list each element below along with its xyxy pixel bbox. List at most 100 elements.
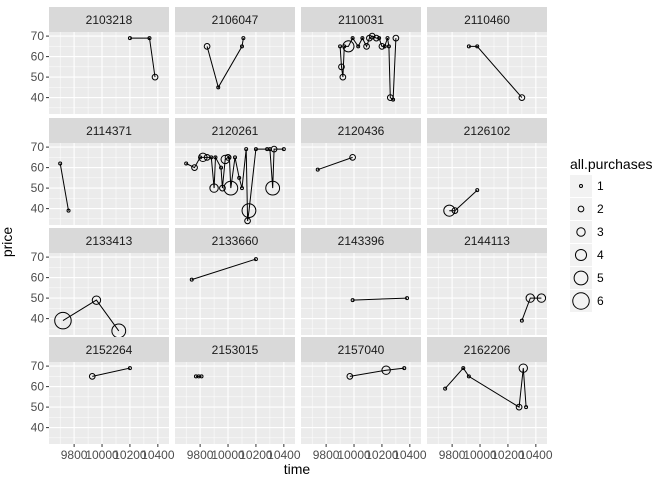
data-point: [350, 298, 355, 303]
facet-strip: [301, 337, 421, 362]
facet-strip: [427, 228, 547, 253]
legend-key-circle: [576, 227, 586, 237]
data-point: [227, 155, 232, 160]
data-point: [147, 36, 152, 41]
facet-strip: [175, 7, 295, 32]
facet-strip-label: 2144113: [464, 234, 510, 248]
legend-title: all.purchases: [570, 156, 653, 172]
legend-key-background: [570, 244, 592, 266]
data-point: [91, 295, 102, 305]
facet-panel: 2110460: [427, 7, 547, 114]
legend-key-background: [570, 175, 592, 197]
y-tick-label: 70: [31, 29, 45, 43]
x-tick-label: 10200: [491, 448, 525, 462]
x-tick-label: 10200: [113, 448, 147, 462]
panel-background: [427, 253, 547, 335]
facet-panel: 2143396: [301, 228, 421, 335]
facet-strip: [49, 228, 169, 253]
facet-strip-label: 2110460: [464, 13, 510, 27]
facet-strip-label: 2126102: [464, 124, 511, 138]
legend-label: 5: [597, 271, 604, 285]
facet-strip-label: 2152264: [86, 343, 133, 357]
data-point: [360, 36, 365, 41]
facet-strip: [175, 118, 295, 143]
data-point: [244, 217, 251, 225]
facet-strip-label: 2153015: [212, 343, 259, 357]
facet-strip-label: 2157040: [338, 343, 385, 357]
data-point: [378, 43, 386, 50]
y-tick-label: 70: [31, 140, 45, 154]
x-tick-label: 10400: [267, 448, 301, 462]
panel-background: [49, 32, 169, 114]
facet-strip: [49, 7, 169, 32]
panel-background: [175, 143, 295, 225]
data-point: [518, 94, 526, 101]
data-point: [386, 94, 394, 101]
series-line: [444, 367, 527, 408]
data-point: [466, 44, 471, 49]
data-point: [363, 43, 370, 50]
data-point: [239, 186, 244, 191]
axes: 4050607040506070405060704050607098001000…: [31, 29, 553, 462]
panel-background: [301, 143, 421, 225]
data-point: [209, 183, 219, 193]
facet-panel: 2144113: [427, 228, 547, 335]
facet-strip: [301, 7, 421, 32]
series-line: [191, 258, 257, 281]
x-axis-title: time: [284, 461, 311, 477]
data-point: [524, 405, 529, 410]
data-point: [461, 366, 466, 371]
data-point: [223, 180, 239, 196]
data-point: [382, 44, 387, 49]
data-point: [127, 366, 132, 371]
facet-panel: 2162206: [427, 337, 547, 444]
facet-strip: [301, 118, 421, 143]
y-tick-label: 40: [31, 312, 45, 326]
facet-strip: [427, 337, 547, 362]
legend-key-background: [570, 198, 592, 220]
series-line: [468, 45, 523, 98]
series-line: [352, 297, 408, 301]
data-point: [519, 318, 524, 323]
data-point: [385, 36, 390, 41]
facet-strip-label: 2120436: [338, 124, 385, 138]
data-point: [203, 43, 211, 50]
panel-background: [301, 362, 421, 444]
data-point: [184, 161, 189, 166]
data-point: [518, 363, 528, 373]
facet-strip: [175, 337, 295, 362]
facet-panel: 2110031: [301, 7, 421, 114]
facet-strip-label: 2143396: [338, 234, 385, 248]
data-point: [54, 311, 72, 330]
panel-background: [301, 32, 421, 114]
data-point: [199, 374, 204, 379]
panel-background: [301, 253, 421, 335]
data-point: [191, 164, 198, 171]
data-point: [237, 175, 242, 180]
data-point: [349, 154, 356, 161]
data-point: [475, 188, 480, 193]
data-point: [339, 73, 347, 81]
data-point: [216, 85, 221, 90]
y-tick-label: 40: [31, 202, 45, 216]
y-tick-label: 60: [31, 50, 45, 64]
data-point: [377, 36, 382, 41]
y-tick-label: 50: [31, 400, 45, 414]
data-point: [253, 147, 258, 152]
legend-label: 6: [597, 294, 604, 308]
facet-strip-label: 2120261: [212, 124, 259, 138]
y-tick-label: 40: [31, 91, 45, 105]
legend-key-background: [570, 267, 592, 289]
data-point: [253, 257, 258, 262]
facet-strip: [301, 228, 421, 253]
series-line: [317, 156, 353, 171]
data-point: [315, 167, 320, 172]
data-point: [386, 44, 391, 49]
facet-strip-label: 2114371: [86, 124, 132, 138]
panel-background: [175, 253, 295, 335]
data-point: [451, 207, 459, 214]
legend-label: 3: [597, 225, 604, 239]
facet-strip: [49, 337, 169, 362]
panel-background: [49, 143, 169, 225]
